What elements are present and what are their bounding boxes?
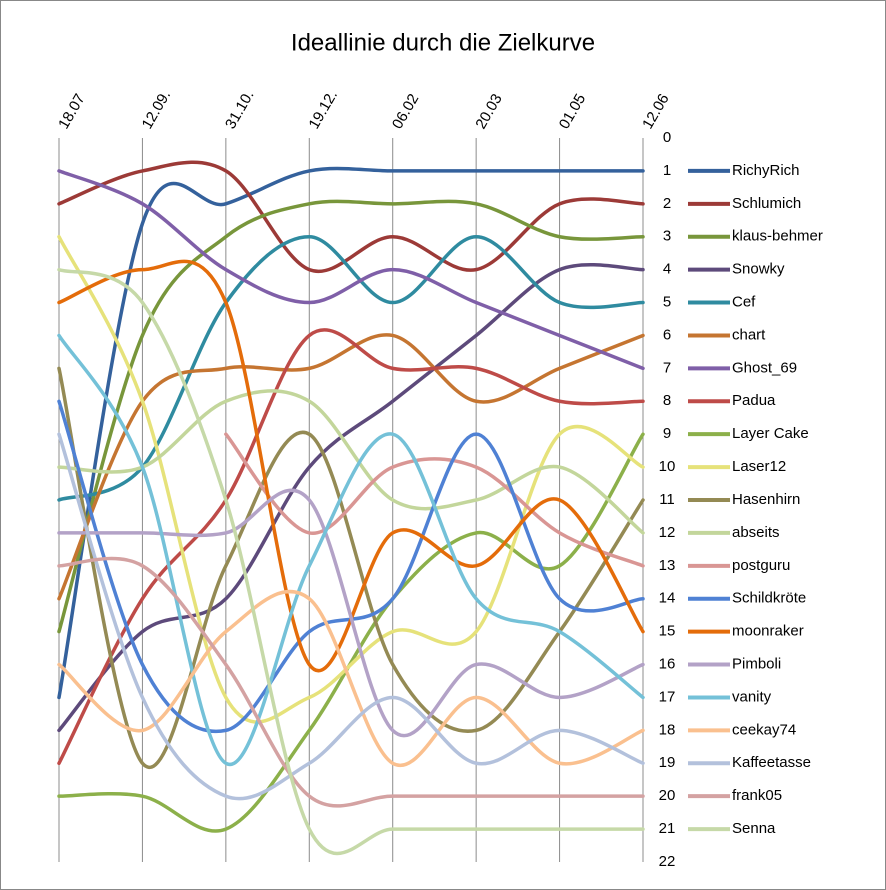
- y-tick-label: 6: [663, 326, 671, 343]
- series-line: [57, 556, 645, 808]
- legend-label: Snowky: [732, 261, 785, 278]
- series-line: [57, 234, 645, 724]
- series-line: [224, 432, 645, 568]
- y-tick-label: 17: [659, 688, 676, 705]
- legend-label: Schildkröte: [732, 590, 806, 607]
- legend-label: Ghost_69: [732, 359, 797, 376]
- legend-label: klaus-behmer: [732, 228, 823, 245]
- legend-label: Laser12: [732, 458, 786, 475]
- legend-label: Padua: [732, 392, 776, 409]
- legend-label: ceekay74: [732, 721, 796, 738]
- y-tick-label: 15: [659, 623, 676, 640]
- legend-label: RichyRich: [732, 162, 800, 179]
- series-line: [57, 432, 645, 801]
- y-tick-label: 9: [663, 425, 671, 442]
- series-line: [57, 169, 645, 371]
- series-line: [57, 488, 645, 738]
- y-tick-label: 20: [659, 787, 676, 804]
- series-line: [57, 389, 645, 535]
- y-tick-label: 4: [663, 261, 671, 278]
- y-tick-label: 16: [659, 656, 676, 673]
- y-tick-label: 10: [659, 458, 676, 475]
- series-line: [57, 333, 645, 767]
- y-tick-label: 18: [659, 721, 676, 738]
- chart-title: Ideallinie durch die Zielkurve: [291, 29, 595, 56]
- y-tick-label: 3: [663, 228, 671, 245]
- legend-label: Cef: [732, 294, 756, 311]
- y-tick-label: 7: [663, 359, 671, 376]
- y-tick-label: 8: [663, 392, 671, 409]
- y-tick-label: 22: [659, 853, 676, 870]
- y-tick-label: 19: [659, 754, 676, 771]
- y-tick-label: 14: [659, 590, 676, 607]
- legend-label: abseits: [732, 524, 780, 541]
- legend-label: frank05: [732, 787, 782, 804]
- series-line: [57, 589, 645, 768]
- y-tick-label: 5: [663, 294, 671, 311]
- series-line: [57, 328, 645, 766]
- legend-label: vanity: [732, 688, 772, 705]
- series-line: [57, 199, 645, 634]
- legend-label: Hasenhirn: [732, 491, 800, 508]
- legend-label: Senna: [732, 820, 776, 837]
- series-line: [57, 160, 645, 274]
- legend-label: Layer Cake: [732, 425, 809, 442]
- legend-label: postguru: [732, 557, 790, 574]
- y-tick-label: 12: [659, 524, 676, 541]
- legend-label: Kaffeetasse: [732, 754, 811, 771]
- series-line: [57, 234, 645, 502]
- legend-label: moonraker: [732, 623, 804, 640]
- series-line: [57, 267, 645, 856]
- series-line: [57, 333, 645, 601]
- y-tick-label: 21: [659, 820, 676, 837]
- y-tick-label: 13: [659, 557, 676, 574]
- series-line: [57, 366, 645, 769]
- series-line: [57, 263, 645, 733]
- legend-label: Schlumich: [732, 195, 801, 212]
- legend-label: chart: [732, 326, 766, 343]
- y-tick-label: 0: [663, 129, 671, 146]
- y-tick-label: 2: [663, 195, 671, 212]
- y-tick-label: 1: [663, 162, 671, 179]
- y-tick-label: 11: [659, 491, 675, 508]
- legend-label: Pimboli: [732, 656, 781, 673]
